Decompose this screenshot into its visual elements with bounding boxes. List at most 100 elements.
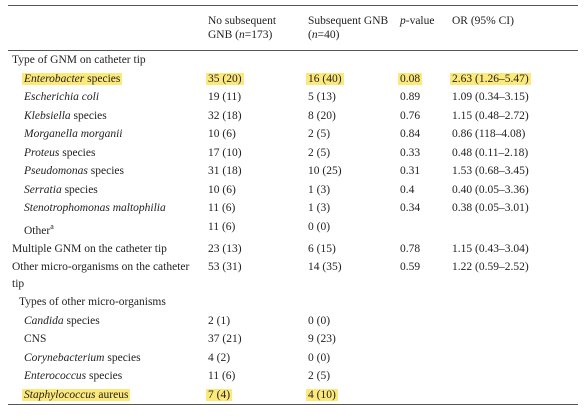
cell: 4 (10) bbox=[304, 386, 396, 405]
cell-text: 0.34 bbox=[400, 202, 421, 214]
cell: 0 (0) bbox=[304, 218, 396, 240]
cell: 0.38 (0.05–3.01) bbox=[448, 199, 578, 218]
table-row: Multiple GNM on the catheter tip 23 (13) 6… bbox=[8, 240, 578, 259]
cell: 31 (18) bbox=[204, 162, 304, 181]
cell-text: 10 (6) bbox=[208, 183, 236, 196]
cell bbox=[304, 293, 396, 312]
header-row: No subsequent GNB (n=173) Subsequent GNB … bbox=[8, 5, 578, 51]
cell-text: 1 (3) bbox=[308, 183, 331, 196]
cell-text: 10 (25) bbox=[308, 165, 342, 177]
text-segment: Candida bbox=[24, 314, 64, 327]
table-row: Types of other micro-organisms bbox=[8, 293, 578, 312]
text-segment: species bbox=[84, 72, 121, 85]
cell-text: 10 (6) bbox=[208, 128, 236, 140]
cell: 19 (11) bbox=[204, 88, 304, 107]
cell: 1.15 (0.48–2.72) bbox=[448, 107, 578, 126]
cell: 2 (5) bbox=[304, 125, 396, 144]
row-label: Enterobacter species bbox=[8, 70, 204, 89]
row-label: Multiple GNM on the catheter tip bbox=[8, 240, 204, 259]
table-row: Klebsiella species 32 (18) 8 (20) 0.76 1.15 … bbox=[8, 107, 578, 126]
cell: 1.22 (0.59–2.52) bbox=[448, 258, 578, 293]
header-cell: Subsequent GNB (n=40) bbox=[304, 6, 396, 51]
cell-text: 53 (31) bbox=[208, 261, 242, 274]
cell: 2 (1) bbox=[204, 312, 304, 331]
text-segment: p bbox=[400, 15, 406, 27]
cell: 0.76 bbox=[396, 107, 448, 126]
text-segment: Other bbox=[24, 224, 51, 237]
cell-text: 5 (13) bbox=[308, 91, 336, 103]
cell bbox=[448, 293, 578, 312]
cell: 11 (6) bbox=[204, 199, 304, 218]
text-segment: Stenotrophomonas maltophilia bbox=[24, 202, 166, 214]
cell: 1.15 (0.43–3.04) bbox=[448, 240, 578, 259]
text-segment: Corynebacterium bbox=[24, 351, 105, 364]
cell: 0.89 bbox=[396, 88, 448, 107]
cell: 10 (6) bbox=[204, 125, 304, 144]
cell: 0.48 (0.11–2.18) bbox=[448, 144, 578, 163]
cell: 14 (35) bbox=[304, 258, 396, 293]
table-row: Corynebacterium species 4 (2) 0 (0) bbox=[8, 349, 578, 368]
cell-text: 6 (15) bbox=[308, 242, 336, 255]
cell: 37 (21) bbox=[204, 330, 304, 349]
cell: 17 (10) bbox=[204, 144, 304, 163]
text-segment: species bbox=[104, 351, 141, 364]
text-segment: Klebsiella bbox=[24, 109, 71, 122]
text-segment: n bbox=[311, 29, 318, 41]
cell-text: 0 (0) bbox=[308, 314, 331, 327]
text-segment: Pseudomonas bbox=[24, 165, 88, 177]
text-segment: species bbox=[86, 370, 123, 383]
text-segment: aureus bbox=[95, 388, 129, 401]
table-row: Type of GNM on catheter tip bbox=[8, 51, 578, 70]
text-segment: Multiple GNM on the catheter tip bbox=[12, 242, 167, 255]
cell-text: 0.33 bbox=[400, 146, 421, 159]
cell: 0.86 (118–4.08) bbox=[448, 125, 578, 144]
row-label: Staphylococcus aureus bbox=[8, 386, 204, 405]
cell: 2 (5) bbox=[304, 367, 396, 386]
row-label: Candida species bbox=[8, 312, 204, 331]
cell-text: 9 (23) bbox=[308, 333, 336, 346]
cell: 1.09 (0.34–3.15) bbox=[448, 88, 578, 107]
text-segment: species bbox=[87, 165, 124, 177]
cell: 0 (0) bbox=[304, 349, 396, 368]
table-row: Othera 11 (6) 0 (0) bbox=[8, 218, 578, 240]
cell-text: 19 (11) bbox=[208, 91, 242, 103]
text-segment: species bbox=[61, 183, 98, 196]
text-segment: Other micro-organisms on the catheter ti… bbox=[12, 261, 190, 290]
row-label: Stenotrophomonas maltophilia bbox=[8, 199, 204, 218]
text-segment: Escherichia coli bbox=[24, 91, 100, 103]
cell-text: 4 (2) bbox=[208, 351, 231, 364]
cell-text: 11 (6) bbox=[208, 370, 236, 383]
cell: 53 (31) bbox=[204, 258, 304, 293]
cell: 0.4 bbox=[396, 181, 448, 200]
cell-text: 32 (18) bbox=[208, 109, 242, 122]
cell bbox=[396, 293, 448, 312]
text-segment: species bbox=[59, 146, 96, 159]
cell bbox=[396, 312, 448, 331]
cell: 1.53 (0.68–3.45) bbox=[448, 162, 578, 181]
cell: 6 (15) bbox=[304, 240, 396, 259]
cell-text: 0 (0) bbox=[308, 351, 331, 364]
cell: 16 (40) bbox=[304, 70, 396, 89]
row-label: Klebsiella species bbox=[8, 107, 204, 126]
cell: 0.31 bbox=[396, 162, 448, 181]
cell: 4 (2) bbox=[204, 349, 304, 368]
cell-text: 0.4 bbox=[400, 183, 415, 196]
cell-text: 0.86 (118–4.08) bbox=[452, 128, 526, 140]
text-segment: n bbox=[239, 29, 245, 41]
cell: 0.59 bbox=[396, 258, 448, 293]
cell bbox=[448, 51, 578, 70]
cell bbox=[396, 218, 448, 240]
cell-text: 11 (6) bbox=[208, 220, 236, 233]
text-segment: Type of GNM on catheter tip bbox=[12, 54, 146, 66]
cell-text: 0.31 bbox=[400, 165, 421, 177]
cell-text: 0.48 (0.11–2.18) bbox=[452, 146, 529, 159]
cell-text: 1.15 (0.43–3.04) bbox=[452, 242, 529, 255]
cell: 11 (6) bbox=[204, 218, 304, 240]
table-row: CNS 37 (21) 9 (23) bbox=[8, 330, 578, 349]
cell-text: 23 (13) bbox=[208, 242, 242, 255]
text-segment: species bbox=[70, 109, 107, 122]
header-cell: p-value bbox=[396, 6, 448, 51]
cell bbox=[396, 367, 448, 386]
cell-text: 0 (0) bbox=[308, 220, 331, 233]
